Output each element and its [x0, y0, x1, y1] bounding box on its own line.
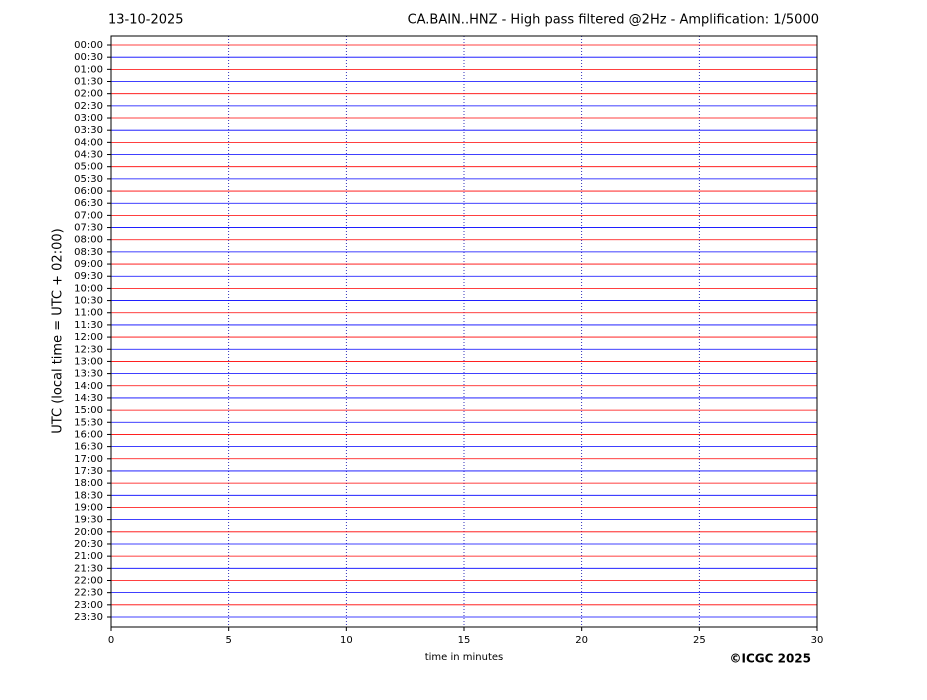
- y-tick-label: 08:00: [74, 235, 103, 246]
- y-tick-label: 11:00: [74, 308, 103, 319]
- y-tick-label: 13:30: [74, 369, 103, 380]
- y-tick-label: 08:30: [74, 247, 103, 258]
- y-tick-label: 06:00: [74, 186, 103, 197]
- y-tick-label: 23:30: [74, 612, 103, 623]
- y-tick-label: 09:30: [74, 271, 103, 282]
- plot-frame: [110, 35, 818, 628]
- y-tick-label: 19:00: [74, 502, 103, 513]
- x-tick-label: 0: [108, 635, 114, 646]
- y-tick-label: 18:30: [74, 490, 103, 501]
- y-tick-label: 02:00: [74, 89, 103, 100]
- y-tick-label: 00:30: [74, 52, 103, 63]
- date: 13-10-2025: [108, 13, 184, 28]
- y-tick-label: 22:00: [74, 575, 103, 586]
- y-tick-label: 19:30: [74, 515, 103, 526]
- y-tick-label: 01:00: [74, 64, 103, 75]
- y-tick-label: 01:30: [74, 77, 103, 88]
- x-tick-label: 20: [575, 635, 588, 646]
- x-tick-label: 10: [340, 635, 353, 646]
- y-tick-label: 22:30: [74, 588, 103, 599]
- y-tick-label: 09:00: [74, 259, 103, 270]
- y-tick-label: 10:00: [74, 283, 103, 294]
- x-tick-label: 25: [693, 635, 706, 646]
- x-tick-label: 30: [811, 635, 824, 646]
- y-tick-label: 11:30: [74, 320, 103, 331]
- y-tick-label: 14:30: [74, 393, 103, 404]
- x-tick-label: 5: [225, 635, 231, 646]
- x-axis-label: time in minutes: [425, 652, 504, 663]
- y-tick-label: 07:00: [74, 210, 103, 221]
- y-tick-label: 18:00: [74, 478, 103, 489]
- y-tick-label: 06:30: [74, 198, 103, 209]
- y-tick-label: 16:00: [74, 429, 103, 440]
- x-tick-label: 15: [458, 635, 471, 646]
- y-tick-label: 00:00: [74, 40, 103, 51]
- copyright: ©ICGC 2025: [729, 652, 811, 666]
- y-tick-label: 17:00: [74, 454, 103, 465]
- chart-title: CA.BAIN..HNZ - High pass filtered @2Hz -…: [408, 13, 819, 28]
- y-tick-label: 07:30: [74, 223, 103, 234]
- y-tick-label: 04:00: [74, 137, 103, 148]
- y-tick-label: 20:30: [74, 539, 103, 550]
- y-tick-label: 12:00: [74, 332, 103, 343]
- y-tick-label: 20:00: [74, 527, 103, 538]
- y-tick-label: 12:30: [74, 344, 103, 355]
- y-tick-label: 05:00: [74, 162, 103, 173]
- y-tick-label: 05:30: [74, 174, 103, 185]
- y-tick-label: 04:30: [74, 150, 103, 161]
- y-tick-label: 15:00: [74, 405, 103, 416]
- y-tick-label: 21:00: [74, 551, 103, 562]
- y-tick-label: 03:00: [74, 113, 103, 124]
- y-tick-label: 15:30: [74, 417, 103, 428]
- y-tick-label: 13:00: [74, 356, 103, 367]
- y-tick-label: 14:00: [74, 381, 103, 392]
- y-tick-label: 21:30: [74, 563, 103, 574]
- y-tick-label: 17:30: [74, 466, 103, 477]
- y-tick-label: 03:30: [74, 125, 103, 136]
- y-tick-label: 16:30: [74, 442, 103, 453]
- y-tick-label: 10:30: [74, 296, 103, 307]
- y-tick-label: 02:30: [74, 101, 103, 112]
- y-axis-label: UTC (local time = UTC + 02:00): [51, 228, 66, 433]
- y-tick-label: 23:00: [74, 600, 103, 611]
